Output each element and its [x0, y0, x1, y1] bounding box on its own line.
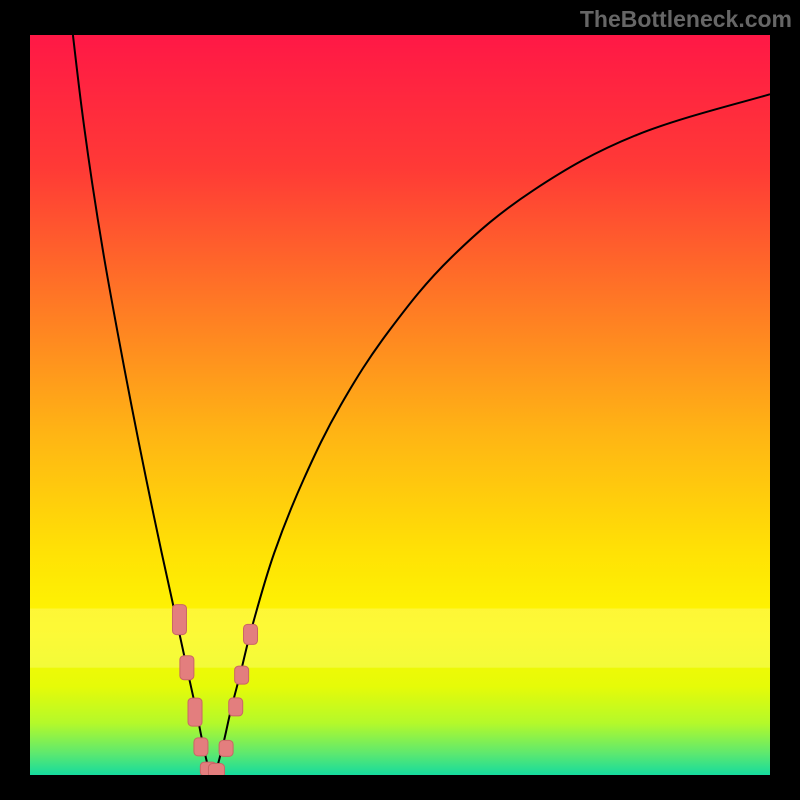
bottleneck-chart [30, 35, 770, 775]
plot-border-right [770, 35, 800, 775]
plot-border-left [0, 35, 30, 775]
plot-border-bottom [0, 775, 800, 800]
watermark-text: TheBottleneck.com [580, 6, 792, 33]
